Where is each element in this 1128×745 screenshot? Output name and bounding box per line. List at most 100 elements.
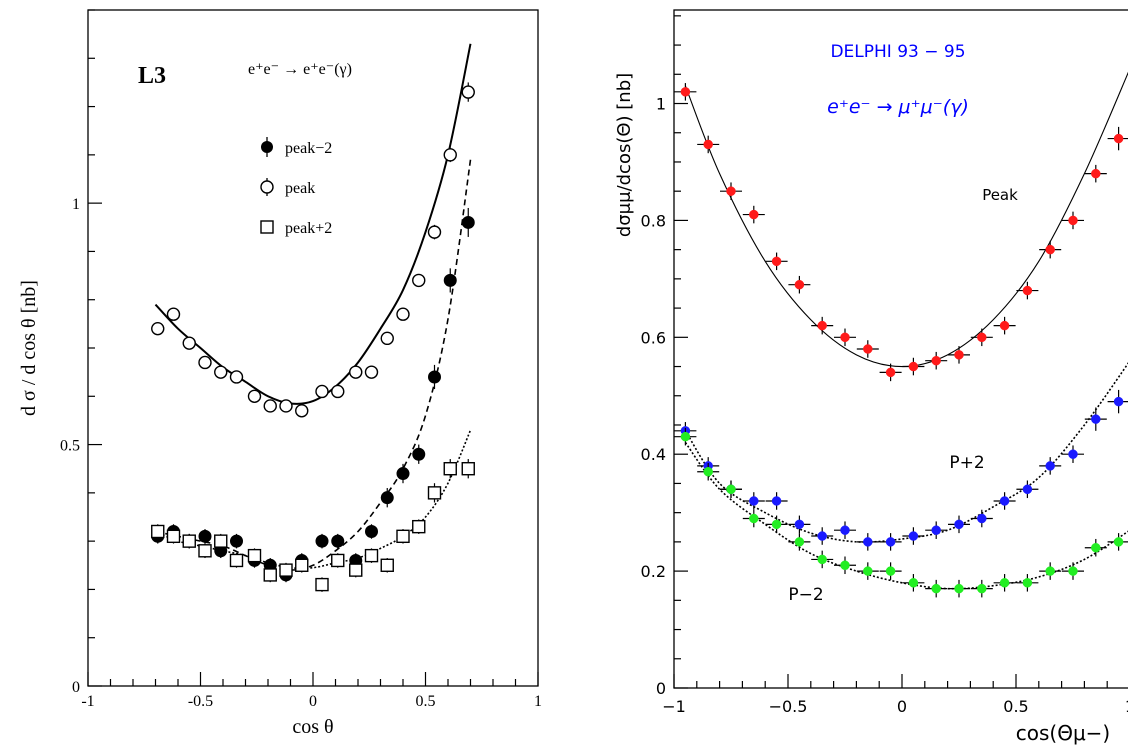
marker [954,350,964,360]
data-point [364,365,379,379]
marker [247,548,262,563]
marker [315,577,329,592]
data-point [902,357,925,376]
legend-label-peak-plus-2: peak+2 [285,220,332,237]
data-point [443,459,457,479]
data-point [315,577,329,592]
data-point [1062,211,1084,230]
data-point [811,527,834,545]
data-point [331,553,345,568]
l3-plot-frame [87,9,539,687]
data-point [925,351,948,370]
marker [885,566,896,576]
data-point [247,389,262,403]
data-point [443,268,457,293]
data-point [166,529,181,544]
marker [396,529,410,544]
data-point [902,527,925,545]
marker [428,370,441,384]
data-point [925,521,948,539]
marker [794,279,805,290]
marker [999,578,1010,588]
y-tick-label: 1 [656,95,666,114]
marker [182,534,196,548]
data-point [295,558,309,573]
data-point [902,574,925,592]
marker [365,524,378,538]
marker [680,431,691,442]
marker [1045,461,1055,471]
data-point [396,463,410,484]
data-point [263,399,277,413]
x-tick-label: 0.5 [416,693,436,710]
marker [396,307,410,321]
marker [214,365,228,379]
marker [151,524,165,539]
marker [954,583,964,594]
y-tick-label: 0.8 [641,211,666,230]
marker [229,553,244,568]
l3-panel-label: L3 [138,63,166,89]
data-point [279,399,293,413]
marker [1045,566,1055,576]
marker [1068,215,1078,226]
data-point [214,533,228,549]
l3-process-label: e⁺e⁻ → e⁺e⁻(γ) [248,61,352,78]
l3-axes: -1 -0.5 0 0.5 1 0 0.5 1 [60,9,542,710]
legend-marker-peak-minus-2 [261,137,273,157]
marker [1113,133,1124,144]
marker [931,525,941,535]
y-tick-label: 0 [72,679,80,696]
marker [703,466,713,477]
data-point [765,252,788,271]
data-point [879,562,902,580]
marker [817,320,827,331]
marker [1091,414,1101,424]
marker [977,332,987,343]
data-point [1039,240,1062,259]
data-point [396,529,410,544]
marker [703,139,713,150]
marker [263,568,277,582]
x-tick-label: 0 [309,693,317,710]
data-point [1039,457,1062,475]
data-point [315,533,329,549]
data-point [229,370,244,384]
legend-marker-peak-plus-2 [260,220,274,234]
marker [349,365,363,379]
marker [999,496,1010,506]
data-point [198,543,212,559]
marker [931,355,941,366]
data-point [697,135,720,154]
data-point [461,82,475,102]
x-tick-label: −0.5 [769,697,808,716]
marker [380,558,394,572]
x-tick-label: -1 [81,693,94,710]
marker [977,513,987,524]
data-point [229,553,244,568]
x-tick-label: −1 [662,697,686,716]
marker [263,399,277,413]
data-point [1039,562,1062,580]
marker [817,531,827,541]
data-point [970,509,993,528]
marker [331,384,345,399]
data-point [1016,480,1039,499]
marker [412,519,426,534]
marker [1068,566,1078,576]
data-point [697,462,720,481]
data-point [674,83,697,101]
legend-marker-peak [260,178,274,196]
delphi-x-axis-label: cos(Θμ−) [1016,721,1110,745]
data-point [182,533,196,549]
x-tick-label: 0 [897,697,907,716]
data-point [993,492,1016,510]
data-point [720,480,742,499]
marker [461,85,475,99]
marker [315,384,329,399]
data-point [1107,533,1128,551]
data-point [993,316,1016,335]
marker [863,344,873,354]
marker [166,307,181,321]
marker [412,447,426,461]
